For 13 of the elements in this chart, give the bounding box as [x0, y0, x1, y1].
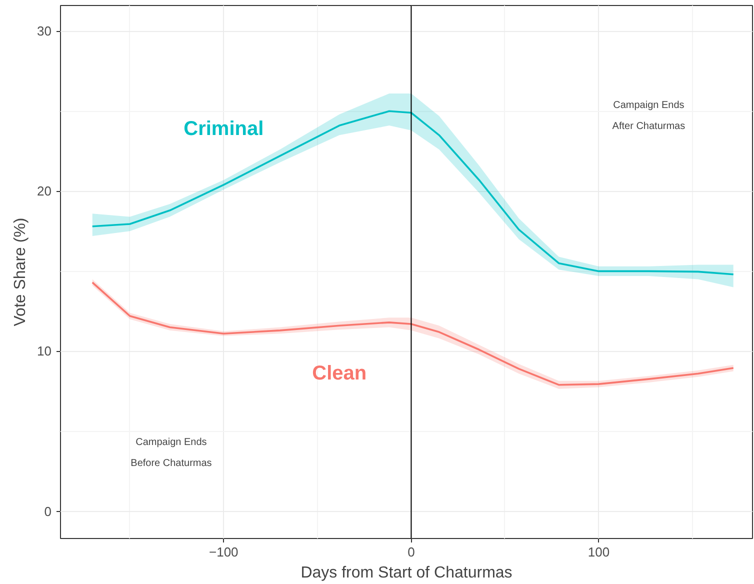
- x-tick-label: 100: [588, 544, 610, 560]
- y-tick-label: 30: [37, 24, 52, 39]
- annotation: Campaign Ends Before Chaturmas: [130, 436, 212, 469]
- y-tick-label: 10: [37, 344, 52, 359]
- y-tick-label: 20: [37, 184, 52, 199]
- x-tick-label: −100: [209, 544, 238, 560]
- series-label: Clean: [312, 362, 367, 385]
- y-axis-title: Vote Share (%): [12, 218, 30, 326]
- x-axis-title: Days from Start of Chaturmas: [300, 564, 512, 582]
- x-tick-label: 0: [408, 544, 415, 560]
- y-tick-label: 0: [44, 504, 52, 519]
- series-label: Criminal: [184, 118, 264, 140]
- annotation: Campaign Ends After Chaturmas: [612, 100, 686, 132]
